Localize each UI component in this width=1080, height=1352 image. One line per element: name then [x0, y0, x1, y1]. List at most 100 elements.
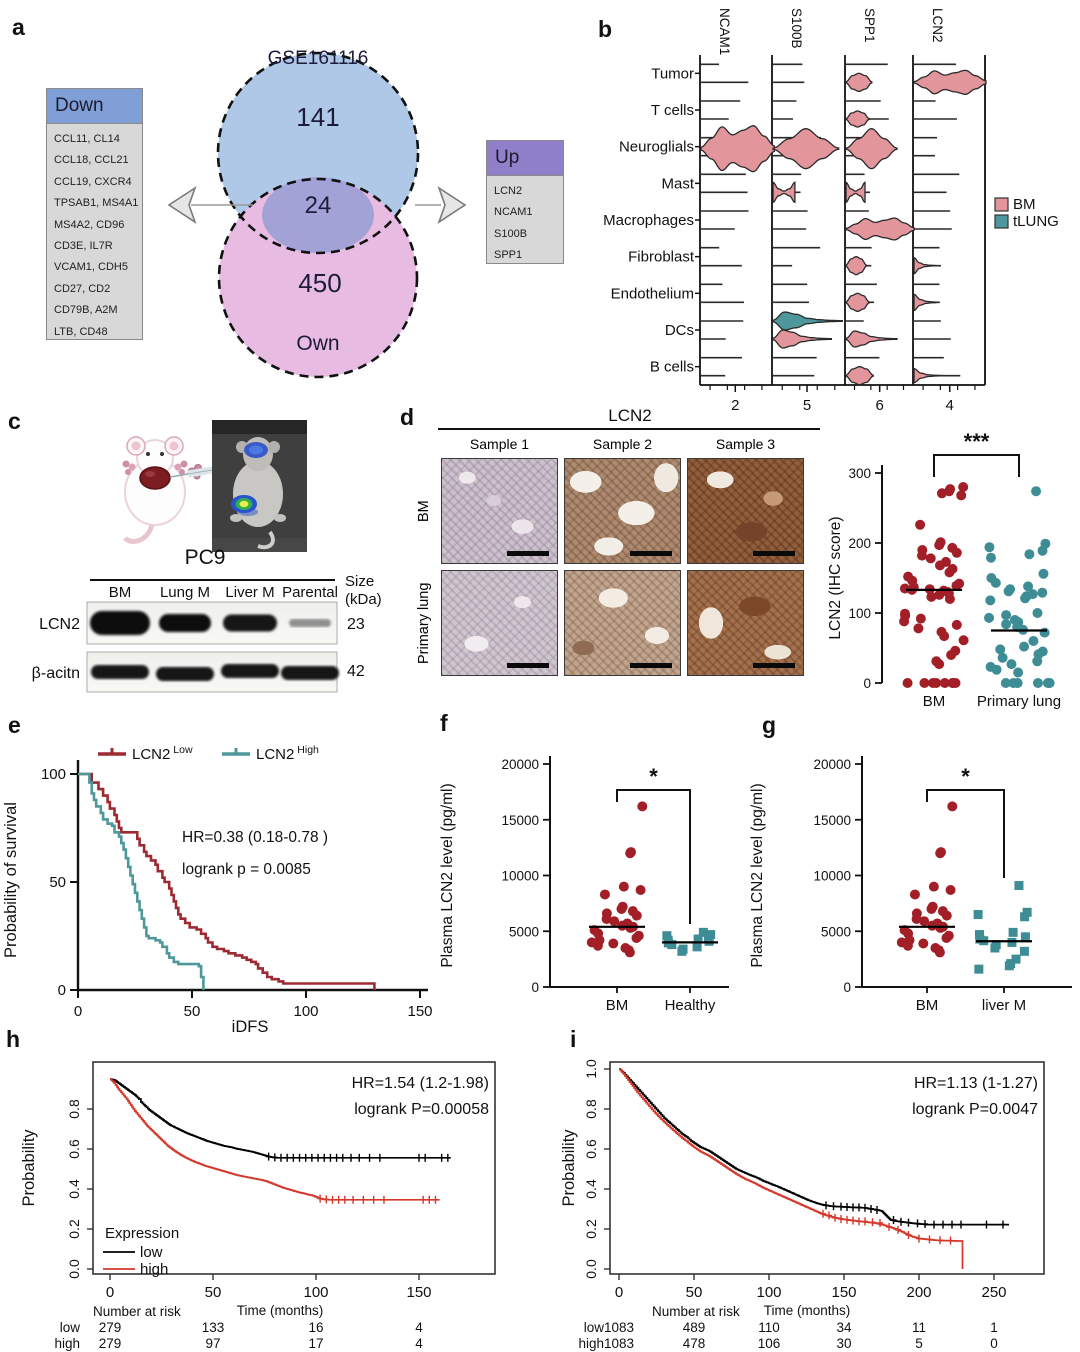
- venn-overlap: [262, 177, 374, 253]
- x-tick-label: 6: [876, 397, 884, 414]
- risk-count: 16: [308, 1320, 323, 1335]
- legend-label: LCN2 High: [256, 744, 319, 763]
- violin: [913, 293, 940, 312]
- data-point: [698, 927, 708, 937]
- data-point: [915, 613, 926, 624]
- ihc-image-bm-sample2: [564, 458, 681, 564]
- gene-pair: LTB, CD48: [54, 325, 108, 338]
- data-point: [934, 659, 945, 670]
- data-point: [984, 542, 995, 553]
- violin: [913, 256, 937, 275]
- x-tick-label: 100: [756, 1284, 781, 1301]
- data-point: [944, 567, 955, 578]
- data-point: [1032, 678, 1043, 688]
- mouse-tail: [123, 522, 155, 544]
- data-point: [1032, 656, 1043, 667]
- plot-frame: [92, 1061, 496, 1275]
- group-label: Primary lung: [977, 693, 1061, 710]
- data-point: [926, 903, 937, 914]
- gene-name: LCN2: [494, 185, 523, 197]
- lane-label: BM: [109, 584, 132, 601]
- data-point: [934, 589, 945, 600]
- cell-type-label: Tumor: [651, 65, 694, 82]
- risk-count: 478: [683, 1336, 706, 1351]
- ihc-image-lung-sample3: [687, 570, 804, 676]
- size-header: Size: [345, 573, 374, 590]
- y-tick-label: 1.0: [583, 1059, 599, 1079]
- y-axis-label: Probability: [560, 1129, 578, 1207]
- risk-count: 110: [758, 1320, 780, 1335]
- risk-count: 4: [415, 1320, 423, 1335]
- data-point: [927, 920, 938, 931]
- y-tick-label: 0: [531, 980, 539, 995]
- risk-count: 1: [990, 1320, 998, 1335]
- y-tick-label: 5000: [509, 924, 539, 939]
- down-gene-box: Down CCL11, CL14 CCL18, CCL21 CCL19, CXCR4…: [46, 88, 143, 340]
- panel-b-label: b: [598, 16, 613, 42]
- size-unit: (kDa): [345, 591, 382, 608]
- violin: [845, 217, 915, 241]
- data-point: [935, 848, 946, 859]
- data-point: [941, 932, 952, 943]
- data-point: [974, 964, 984, 974]
- group-label: liver M: [982, 997, 1026, 1014]
- protein-band: [281, 666, 339, 680]
- y-axis-label: Plasma LCN2 level (pg/ml): [439, 783, 456, 967]
- significance-bracket: [926, 789, 1005, 878]
- y-tick-label: 0: [863, 676, 871, 691]
- venn-top-count: 141: [296, 102, 340, 132]
- y-tick-label: 0.2: [583, 1219, 599, 1239]
- violin: [845, 330, 898, 348]
- x-tick-label: 50: [184, 1003, 201, 1020]
- cell-line-label: PC9: [184, 546, 226, 569]
- violin: [845, 72, 873, 92]
- y-tick-label: 50: [49, 874, 66, 891]
- data-point: [635, 884, 646, 895]
- data-point: [1001, 610, 1012, 621]
- km-plot-idfs: 0 50 100 0 50 100 150 Probability of survival iD…: [2, 744, 433, 1036]
- violin: [845, 181, 866, 204]
- risk-count: 17: [308, 1336, 323, 1351]
- risk-count: 97: [205, 1336, 220, 1351]
- group-label: BM: [923, 693, 946, 710]
- scale-bar: [630, 551, 672, 556]
- sample-3-label: Sample 3: [715, 436, 776, 452]
- plasma-scatter-healthy: 0 5000 10000 15000 20000 Plasma LCN2 level (p…: [439, 756, 729, 1014]
- data-point: [951, 547, 962, 558]
- data-point: [631, 910, 642, 921]
- data-point: [1007, 937, 1017, 947]
- panel-e-label: e: [8, 712, 21, 738]
- legend-label: BM: [1013, 196, 1036, 213]
- data-point: [617, 920, 628, 931]
- data-point: [631, 932, 642, 943]
- data-point: [1000, 678, 1011, 688]
- risk-table-title: Number at risk: [652, 1304, 740, 1319]
- scale-bar: [753, 551, 795, 556]
- risk-count: 5: [915, 1336, 923, 1351]
- data-point: [950, 678, 961, 688]
- x-axis-label: iDFS: [232, 1018, 269, 1036]
- protein-band: [156, 667, 214, 681]
- risk-count: 11: [912, 1320, 926, 1335]
- data-point: [1039, 627, 1050, 638]
- violin: [772, 329, 833, 349]
- cell-type-label: Mast: [661, 175, 694, 192]
- data-point: [951, 619, 962, 630]
- data-point: [609, 916, 620, 927]
- legend-label: low: [140, 1244, 163, 1261]
- gene-pair: CD27, CD2: [54, 282, 111, 295]
- x-tick-label: 150: [406, 1284, 431, 1301]
- x-tick-label: 150: [407, 1003, 432, 1020]
- data-point: [899, 616, 910, 627]
- data-point: [625, 848, 636, 859]
- data-point: [616, 903, 627, 914]
- protein-band: [159, 614, 211, 632]
- data-point: [919, 678, 930, 688]
- violin: [845, 110, 870, 128]
- gene-pair: CD3E, IL7R: [54, 240, 113, 253]
- significance-bracket: [933, 454, 1020, 477]
- data-point: [995, 644, 1006, 655]
- scale-bar: [507, 663, 549, 668]
- cell-type-label: B cells: [650, 359, 694, 376]
- plasma-scatter-liver: 0 5000 10000 15000 20000 Plasma LCN2 level (p…: [749, 756, 1072, 1014]
